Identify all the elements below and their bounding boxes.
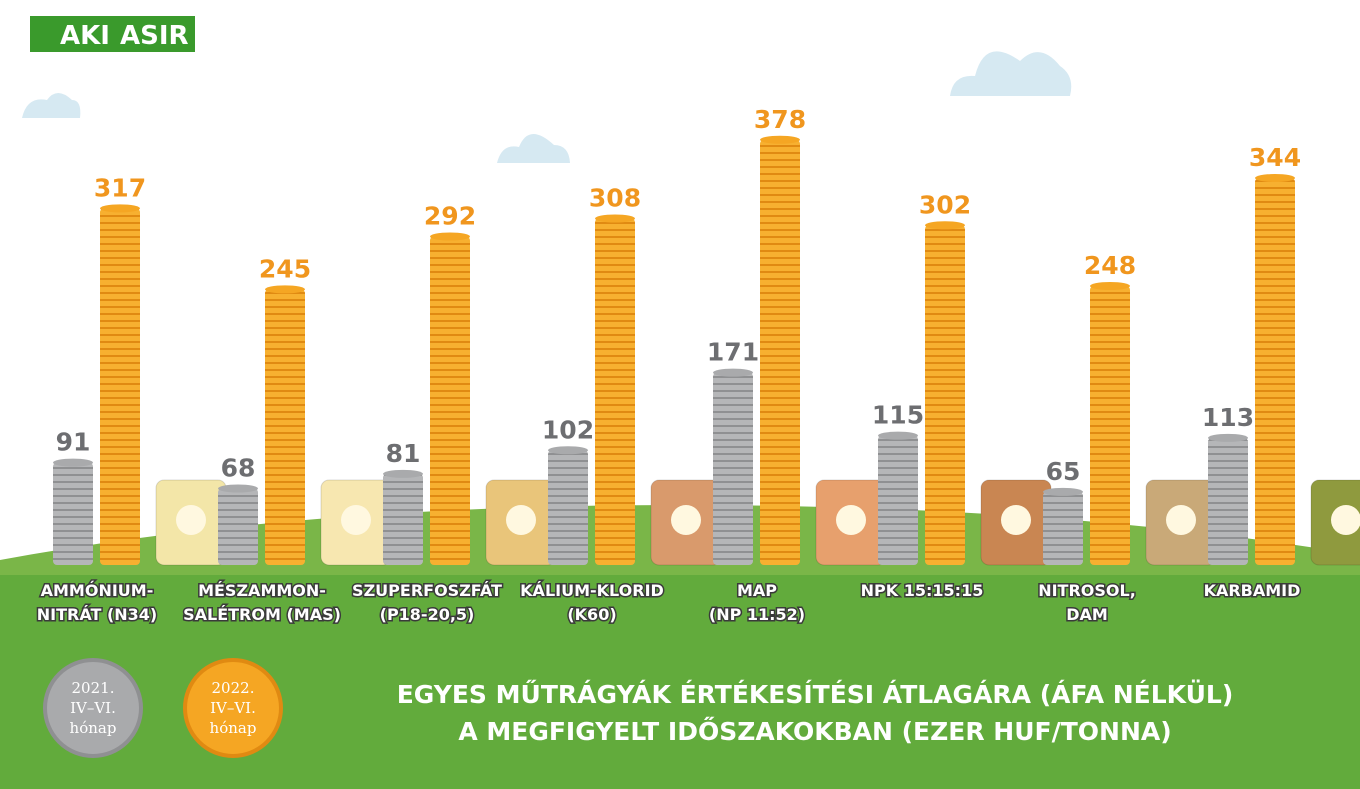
coin-stack — [595, 218, 635, 565]
bag-icon — [671, 505, 701, 535]
legend-label: hónap — [210, 719, 257, 737]
legend-label: 2022. — [212, 679, 255, 697]
coin-stack — [218, 488, 258, 565]
value-label: 171 — [707, 338, 759, 367]
bag-icon — [836, 505, 866, 535]
value-label: 81 — [386, 439, 421, 468]
coin-stack — [430, 236, 470, 565]
coin-stack — [383, 473, 423, 565]
coin-top — [100, 204, 140, 213]
value-label: 248 — [1084, 251, 1136, 280]
logo: AKI ASIR — [30, 16, 195, 52]
category-label: NITRÁT (N34) — [37, 605, 157, 624]
category-label: MÉSZAMMON- — [198, 581, 326, 600]
title-line: EGYES MŰTRÁGYÁK ÉRTÉKESÍTÉSI ÁTLAGÁRA (Á… — [397, 679, 1234, 709]
value-label: 292 — [424, 202, 476, 231]
legend-coin — [183, 658, 283, 758]
bag-icon — [176, 505, 206, 535]
value-label: 68 — [221, 454, 256, 483]
value-label: 102 — [542, 415, 594, 444]
value-label: 317 — [94, 173, 146, 202]
bag-icon — [1001, 505, 1031, 535]
title-line: A MEGFIGYELT IDŐSZAKOKBAN (EZER HUF/TONN… — [458, 716, 1171, 746]
category-label: AMMÓNIUM- — [41, 581, 154, 600]
value-label: 113 — [1202, 403, 1254, 432]
category-label: (P18-20,5) — [380, 605, 475, 624]
coin-top — [595, 214, 635, 223]
coin-stack — [713, 372, 753, 565]
category-label: (NP 11:52) — [709, 605, 805, 624]
coin-stack — [100, 208, 140, 565]
coin-top — [548, 446, 588, 455]
category-label: NITROSOL, — [1038, 581, 1136, 600]
coin-top — [53, 458, 93, 467]
coin-top — [1255, 174, 1295, 182]
bag-icon — [341, 505, 371, 535]
logo-asir: ASIR — [120, 21, 189, 51]
coin-stack — [1208, 437, 1248, 565]
coin-top — [218, 484, 258, 493]
category-label: SALÉTROM (MAS) — [183, 605, 341, 624]
coin-top — [760, 135, 800, 144]
bag-icon — [506, 505, 536, 535]
value-label: 302 — [919, 190, 971, 219]
value-label: 378 — [754, 105, 806, 134]
category-label: DAM — [1066, 605, 1108, 624]
coin-stack — [925, 225, 965, 565]
coin-stack — [1043, 491, 1083, 565]
legend-label: 2021. — [72, 679, 115, 697]
category-label: KÁLIUM-KLORID — [520, 581, 664, 600]
legend-label: hónap — [70, 719, 117, 737]
coin-stack — [760, 139, 800, 565]
coin-top — [1090, 282, 1130, 290]
coin-top — [925, 221, 965, 230]
coin-top — [265, 285, 305, 294]
bag-icon — [1166, 505, 1196, 535]
coin-stack — [548, 450, 588, 565]
logo-aki: AKI — [60, 21, 110, 51]
value-label: 91 — [56, 428, 91, 457]
legend-label: IV–VI. — [70, 699, 116, 717]
coin-stack — [1090, 286, 1130, 565]
coin-top — [383, 469, 423, 478]
value-label: 245 — [259, 254, 311, 283]
coin-top — [430, 232, 470, 241]
coin-top — [1208, 433, 1248, 442]
coin-stack — [265, 289, 305, 565]
bag-icon — [1331, 505, 1360, 535]
coin-top — [878, 431, 918, 440]
value-label: 308 — [589, 184, 641, 213]
value-label: 115 — [872, 401, 924, 430]
value-label: 65 — [1046, 457, 1081, 486]
clouds — [22, 51, 1072, 163]
value-label: 344 — [1249, 143, 1301, 172]
category-label: MAP — [737, 581, 777, 600]
coin-stack — [53, 462, 93, 565]
coin-stack — [1255, 178, 1295, 565]
coin-stack — [878, 435, 918, 565]
legend-label: IV–VI. — [210, 699, 256, 717]
category-label: SZUPERFOSZFÁT — [352, 581, 502, 600]
coin-top — [1043, 487, 1083, 496]
category-label: (K60) — [567, 605, 616, 624]
category-label: KARBAMID — [1204, 581, 1301, 600]
category-label: NPK 15:15:15 — [861, 581, 984, 600]
coin-top — [713, 368, 753, 377]
legend-coin — [43, 658, 143, 758]
